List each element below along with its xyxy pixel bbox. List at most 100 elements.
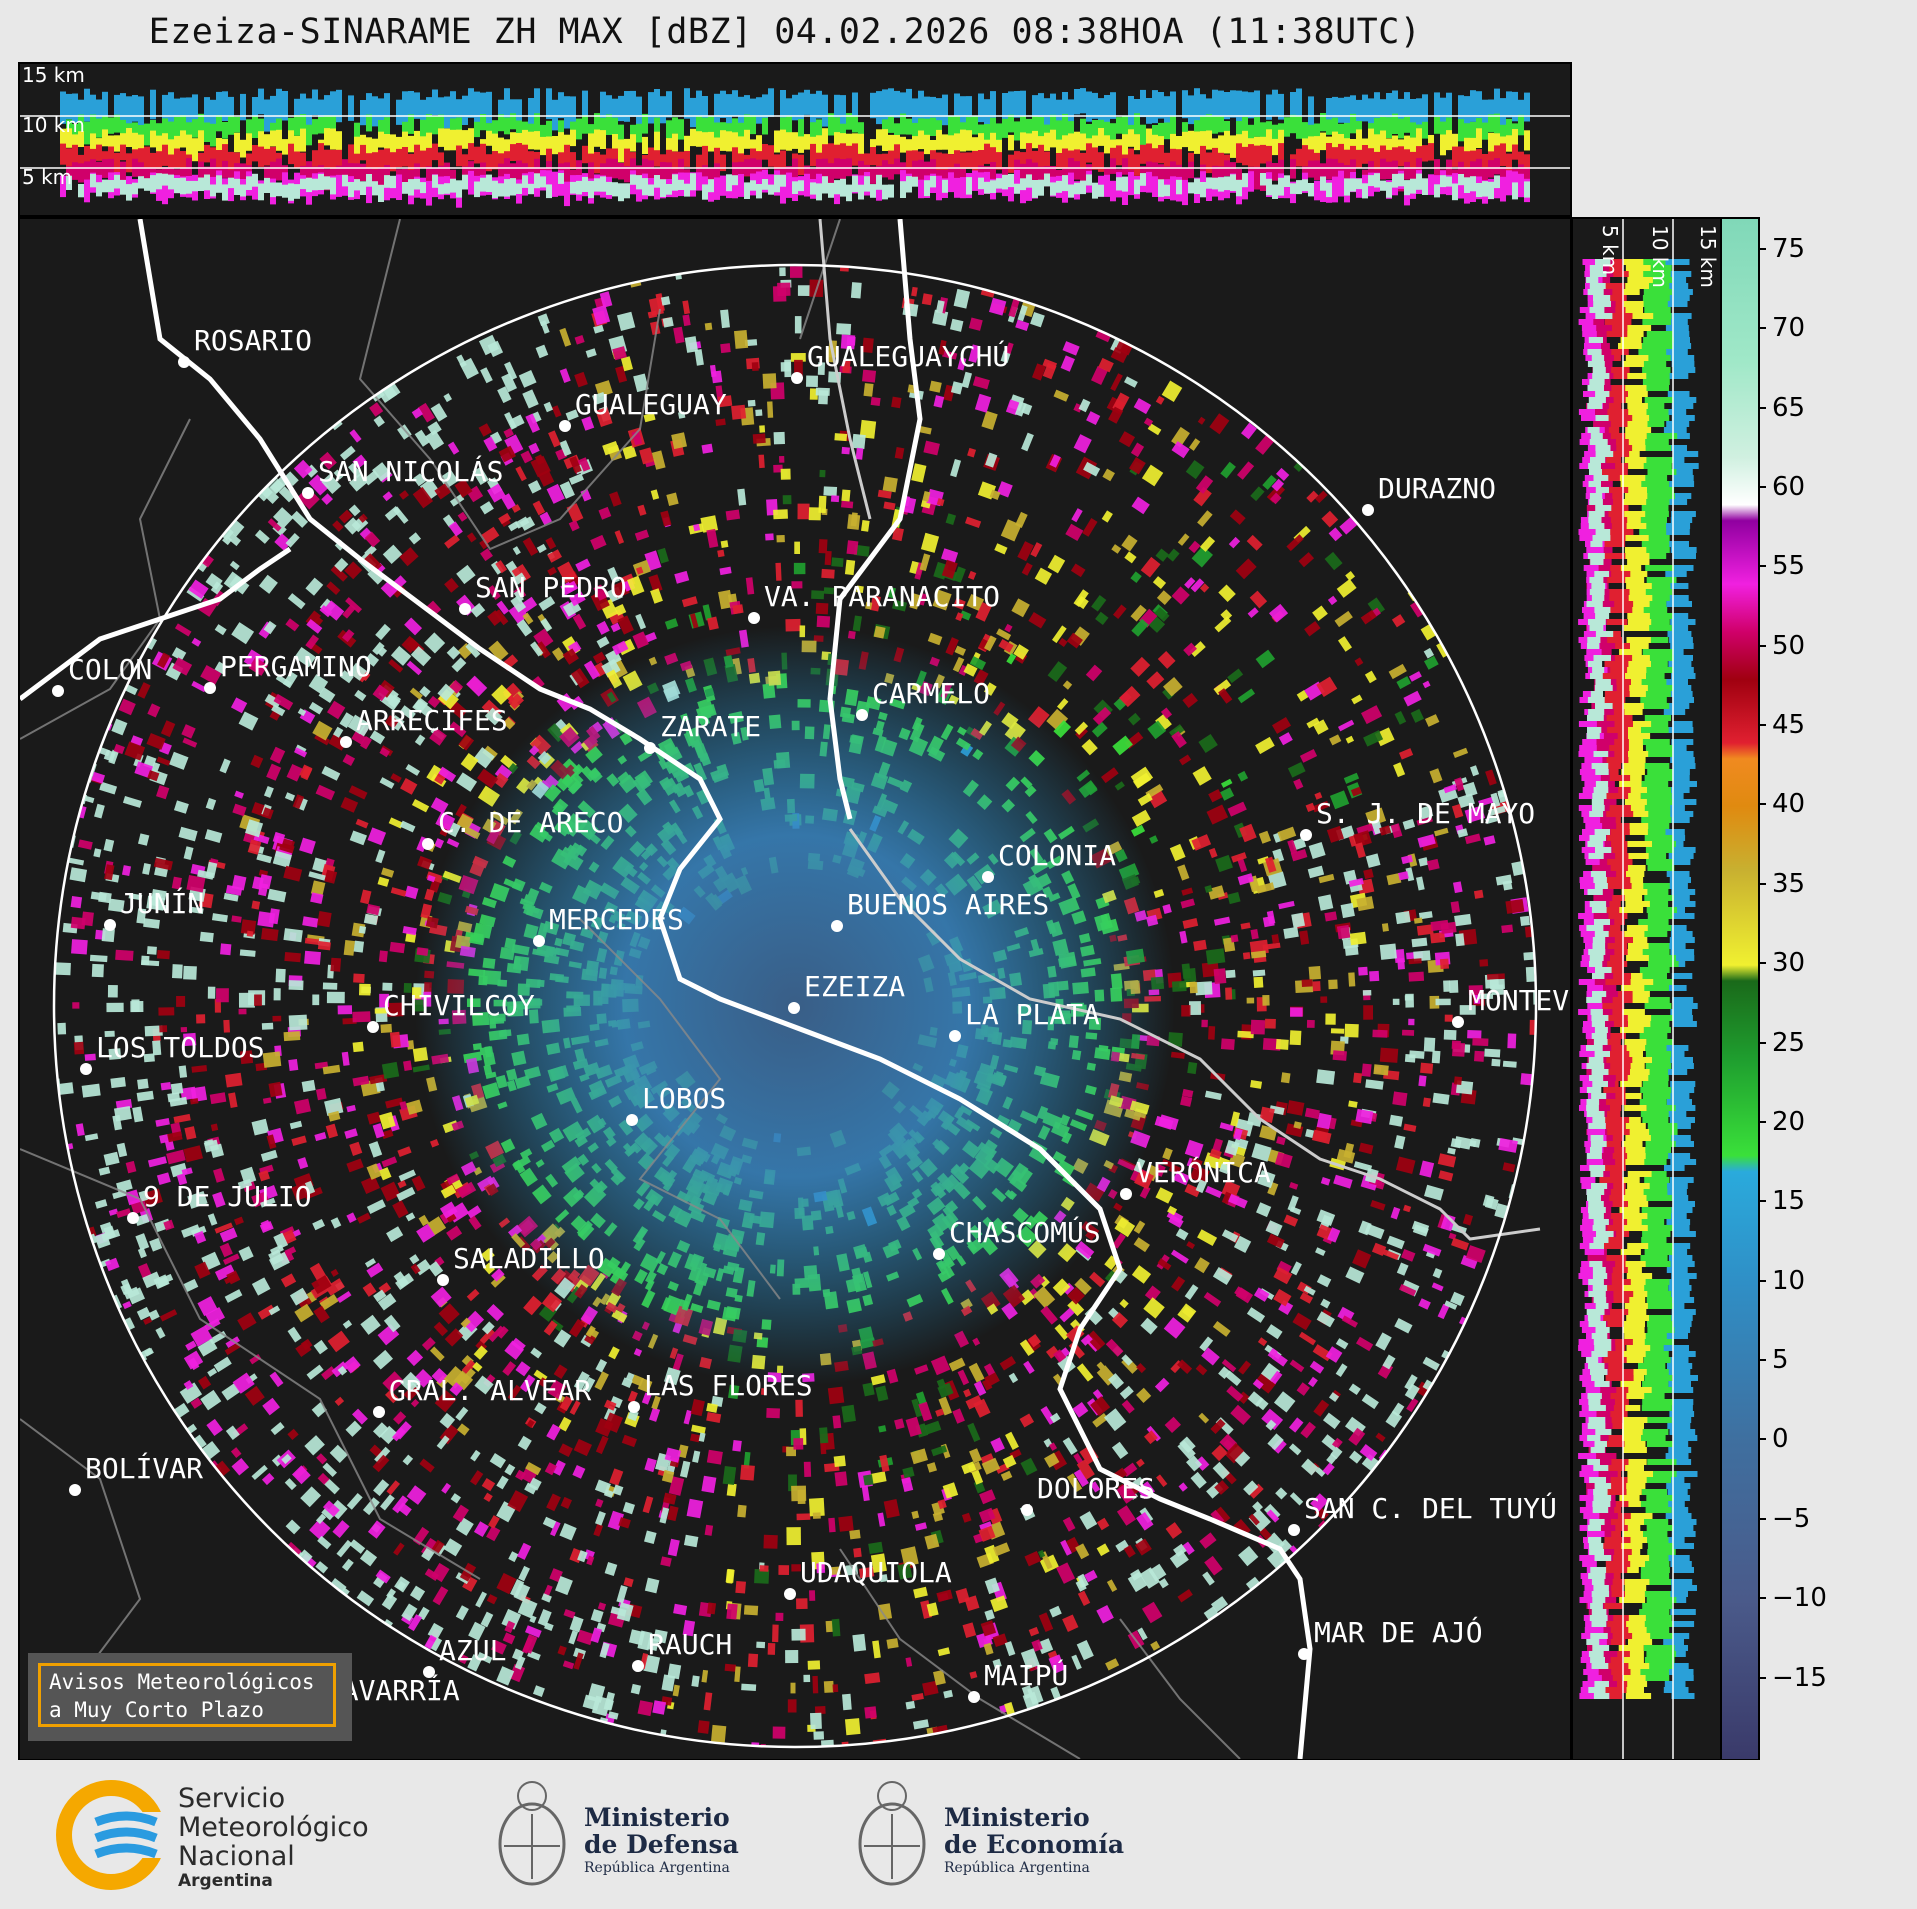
smn-logo-icon (56, 1780, 176, 1890)
city-dot-icon (178, 356, 190, 368)
very-short-term-warnings-box[interactable]: Avisos Meteorológicos a Muy Corto Plazo (28, 1653, 352, 1741)
radar-map-canvas: ROSARIO GUALEGUAYCHÚ GUALEGUAY SAN NICOLÁS D… (20, 219, 1570, 1759)
city-marker: BOLÍVAR (69, 1451, 203, 1496)
city-dot-icon (949, 1030, 961, 1042)
city-label: COLONIA (998, 839, 1116, 872)
city-marker: AZUL (423, 1634, 506, 1678)
chart-title: Ezeiza-SINARAME ZH MAX [dBZ] 04.02.2026 … (148, 12, 1422, 52)
city-dot-icon (559, 420, 571, 432)
city-marker: MERCEDES (533, 903, 684, 947)
colorbar-tick-label: 30 (1772, 948, 1806, 979)
national-coat-of-arms-icon-2 (858, 1781, 926, 1886)
city-label: ROSARIO (194, 324, 312, 357)
notice-line-2: a Muy Corto Plazo (49, 1698, 264, 1722)
city-marker: DURAZNO (1362, 472, 1496, 516)
colorbar-tick (1758, 644, 1766, 647)
colorbar-tick-label: 0 (1772, 1424, 1789, 1455)
colorbar-tick (1758, 1120, 1766, 1123)
city-dot-icon (968, 1691, 980, 1703)
city-label: CHASCOMÚS (949, 1215, 1101, 1249)
colorbar-tick-label: 60 (1772, 471, 1806, 502)
colorbar-tick (1758, 962, 1766, 965)
city-marker: S. J. DE MAYO (1300, 797, 1535, 841)
colorbar-tick-label: 70 (1772, 313, 1806, 344)
city-label: CHIVILCOY (383, 989, 535, 1022)
city-dot-icon (1362, 504, 1374, 516)
city-label: SAN C. DEL TUYÚ (1304, 1491, 1557, 1525)
city-label: LA PLATA (965, 998, 1100, 1031)
side-height-label-5km: 5 km (1598, 225, 1622, 275)
footer-logos: Servicio Meteorológico Nacional Argentin… (0, 1760, 1917, 1909)
city-marker: CHIVILCOY (367, 989, 535, 1033)
city-marker: ZARATE (644, 710, 761, 754)
city-marker: GRAL. ALVEAR (373, 1374, 591, 1418)
colorbar-tick (1758, 247, 1766, 250)
colorbar-tick (1758, 882, 1766, 885)
colorbar-tick-label: 55 (1772, 551, 1806, 582)
city-dot-icon (437, 1274, 449, 1286)
colorbar-tick-label: 50 (1772, 630, 1806, 661)
city-marker: UDAQUIOLA (784, 1556, 952, 1600)
city-label: COLON (68, 653, 152, 686)
defensa-line-3: República Argentina (584, 1860, 730, 1876)
colorbar-tick-label: −15 (1772, 1662, 1827, 1693)
colorbar-tick-label: 10 (1772, 1265, 1806, 1296)
economia-line-2: de Economía (944, 1830, 1125, 1859)
city-label: LOBOS (642, 1082, 726, 1115)
city-dot-icon (1452, 1016, 1464, 1028)
city-dot-icon (791, 372, 803, 384)
city-dot-icon (340, 736, 352, 748)
city-label: CARMELO (872, 677, 990, 710)
dbz-colorbar (1720, 217, 1760, 1761)
city-label: GUALEGUAY (575, 388, 727, 421)
city-label: EZEIZA (804, 970, 905, 1003)
city-label: C. DE ARECO (438, 806, 623, 839)
city-marker: LOS TOLDOS (80, 1031, 265, 1075)
city-label: VERÓNICA (1136, 1155, 1271, 1189)
city-marker: CHASCOMÚS (933, 1215, 1101, 1260)
city-dot-icon (1300, 829, 1312, 841)
colorbar-tick (1758, 1597, 1766, 1600)
city-dot-icon (69, 1484, 81, 1496)
colorbar-tick-label: 65 (1772, 392, 1806, 423)
top-height-label-10km: 10 km (22, 113, 85, 137)
city-dot-icon (784, 1588, 796, 1600)
colorbar-tick (1758, 327, 1766, 330)
city-marker: DOLORES (1021, 1472, 1155, 1516)
city-marker: LAS FLORES (628, 1369, 813, 1413)
city-marker: COLON (52, 653, 152, 697)
city-label: MAR DE AJÓ (1314, 1615, 1483, 1649)
city-dot-icon (127, 1212, 139, 1224)
city-marker: 9 DE JULIO (127, 1180, 312, 1224)
city-label: BOLÍVAR (85, 1451, 203, 1485)
colorbar-tick (1758, 803, 1766, 806)
defensa-line-1: Ministerio (584, 1803, 730, 1832)
city-marker: JUNÍN (104, 886, 204, 931)
colorbar-tick-label: 20 (1772, 1106, 1806, 1137)
colorbar-tick (1758, 1200, 1766, 1203)
colorbar-tick-label: −5 (1772, 1503, 1811, 1534)
national-coat-of-arms-icon (498, 1781, 566, 1886)
city-marker: CARMELO (856, 677, 990, 721)
colorbar-tick (1758, 1676, 1766, 1679)
city-dot-icon (856, 709, 868, 721)
city-dot-icon (1021, 1504, 1033, 1516)
city-label: UDAQUIOLA (800, 1556, 952, 1589)
side-vertical-profile-panel: 5 km 10 km 15 km (1571, 217, 1723, 1761)
city-marker: GUALEGUAYCHÚ (791, 339, 1009, 384)
city-label: AZUL (439, 1634, 506, 1667)
colorbar-tick (1758, 565, 1766, 568)
city-marker: LA PLATA (949, 998, 1100, 1042)
smn-name-line-3: Nacional (178, 1841, 295, 1872)
city-label: GUALEGUAYCHÚ (807, 339, 1009, 373)
city-marker: COLONIA (982, 839, 1116, 883)
city-label: ARRECIFES (356, 704, 508, 737)
city-marker: LOBOS (626, 1082, 726, 1126)
colorbar-tick (1758, 1517, 1766, 1520)
colorbar-tick (1758, 1041, 1766, 1044)
city-marker: VERÓNICA (1120, 1155, 1271, 1200)
city-label: LAS FLORES (644, 1369, 813, 1402)
city-label: RAUCH (648, 1628, 732, 1661)
city-label: LOS TOLDOS (96, 1031, 265, 1064)
side-height-label-15km: 15 km (1696, 225, 1720, 288)
